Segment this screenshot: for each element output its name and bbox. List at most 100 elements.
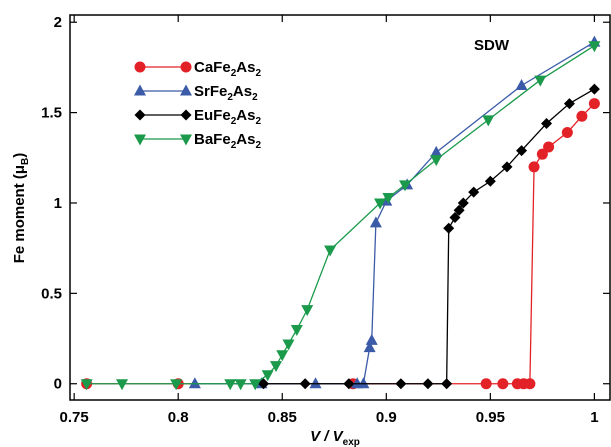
series-line <box>86 103 595 385</box>
data-point <box>482 115 495 127</box>
data-point <box>422 378 434 390</box>
legend-text-part: 2 <box>227 92 233 103</box>
data-point <box>524 378 536 390</box>
data-point <box>395 378 407 390</box>
legend-text-part: 2 <box>255 140 261 151</box>
legend-marker <box>180 134 192 146</box>
data-point <box>441 378 453 390</box>
legend-text-part: As <box>236 107 255 124</box>
legend-label: EuFe2As2 <box>194 107 261 127</box>
legend-marker <box>180 61 192 73</box>
legend-marker <box>134 61 146 73</box>
legend-marker <box>134 134 146 146</box>
data-point <box>301 305 314 317</box>
data-point <box>357 377 370 389</box>
data-point <box>576 110 588 122</box>
legend-text-part: 2 <box>252 92 258 103</box>
legend-text-part: 2 <box>255 116 261 127</box>
data-point <box>270 361 283 373</box>
x-axis-label-part: V / V <box>310 428 345 445</box>
data-point <box>290 325 303 337</box>
x-tick-label: 0.85 <box>268 409 297 426</box>
legend-label: SrFe2As2 <box>194 83 258 103</box>
data-point <box>170 379 183 391</box>
legend-text-part: SrFe <box>194 83 227 100</box>
y-tick-label: 1.5 <box>41 105 62 122</box>
data-point <box>258 378 270 390</box>
data-point <box>497 378 509 390</box>
x-axis-label: V / Vexp <box>310 428 360 447</box>
data-point <box>309 377 322 389</box>
data-point <box>561 126 573 138</box>
data-point <box>543 141 555 153</box>
data-point <box>449 211 461 223</box>
data-point <box>261 370 274 382</box>
data-point <box>430 155 443 167</box>
data-point <box>282 339 295 351</box>
data-point <box>443 222 455 234</box>
x-tick-label: 0.95 <box>476 409 505 426</box>
series-line <box>86 45 595 385</box>
data-point <box>188 377 201 389</box>
y-tick-label: 0.5 <box>41 285 62 302</box>
data-point <box>528 161 540 173</box>
data-point <box>588 98 600 110</box>
data-point <box>484 175 496 187</box>
data-point <box>80 379 93 391</box>
data-point <box>501 161 513 173</box>
annotation: SDW <box>474 37 510 54</box>
data-point <box>382 193 395 205</box>
data-point <box>588 83 600 95</box>
y-axis-label-part: Fe moment (μ <box>11 165 28 263</box>
x-tick-label: 0.8 <box>168 409 189 426</box>
data-point <box>468 186 480 198</box>
data-point <box>224 379 237 391</box>
data-point <box>516 145 528 157</box>
legend-text-part: 2 <box>231 68 237 79</box>
x-tick-label: 0.9 <box>376 409 397 426</box>
legend-text-part: As <box>236 131 255 148</box>
y-axis-label: Fe moment (μB) <box>11 153 31 264</box>
data-point <box>534 75 547 87</box>
legend-text-part: 2 <box>231 140 237 151</box>
data-point <box>365 333 378 345</box>
x-tick-label: 1 <box>590 409 598 426</box>
legend-text-part: As <box>233 83 252 100</box>
data-point <box>116 379 129 391</box>
legend-text-part: As <box>236 59 255 76</box>
data-point <box>399 180 412 192</box>
y-tick-label: 0 <box>54 376 62 393</box>
data-point <box>363 341 376 353</box>
x-axis-label-part: exp <box>343 437 360 447</box>
legend-text-part: 2 <box>231 116 237 127</box>
x-tick-label: 0.75 <box>60 409 89 426</box>
data-point <box>369 216 382 228</box>
plot-frame <box>69 14 611 401</box>
legend-marker <box>180 109 192 121</box>
data-point <box>457 197 469 209</box>
legend-text-part: EuFe <box>194 107 231 124</box>
data-point <box>536 148 548 160</box>
data-point <box>430 145 443 157</box>
y-axis-label-part: B <box>20 158 31 165</box>
data-point <box>515 78 528 90</box>
series-line <box>263 88 595 385</box>
data-point <box>276 350 289 362</box>
data-point <box>249 379 262 391</box>
data-point <box>324 245 337 257</box>
legend-marker <box>134 109 146 121</box>
data-point <box>453 204 465 216</box>
y-tick-label: 2 <box>54 14 62 31</box>
data-point <box>563 98 575 110</box>
data-point <box>343 378 355 390</box>
data-point <box>541 117 553 129</box>
data-point <box>480 378 492 390</box>
data-point <box>374 198 387 210</box>
legend-text-part: CaFe <box>194 59 231 76</box>
legend-text-part: BaFe <box>194 131 231 148</box>
legend-marker <box>180 84 192 96</box>
legend-label: BaFe2As2 <box>194 131 261 151</box>
legend-label: CaFe2As2 <box>194 59 261 79</box>
data-point <box>234 379 247 391</box>
